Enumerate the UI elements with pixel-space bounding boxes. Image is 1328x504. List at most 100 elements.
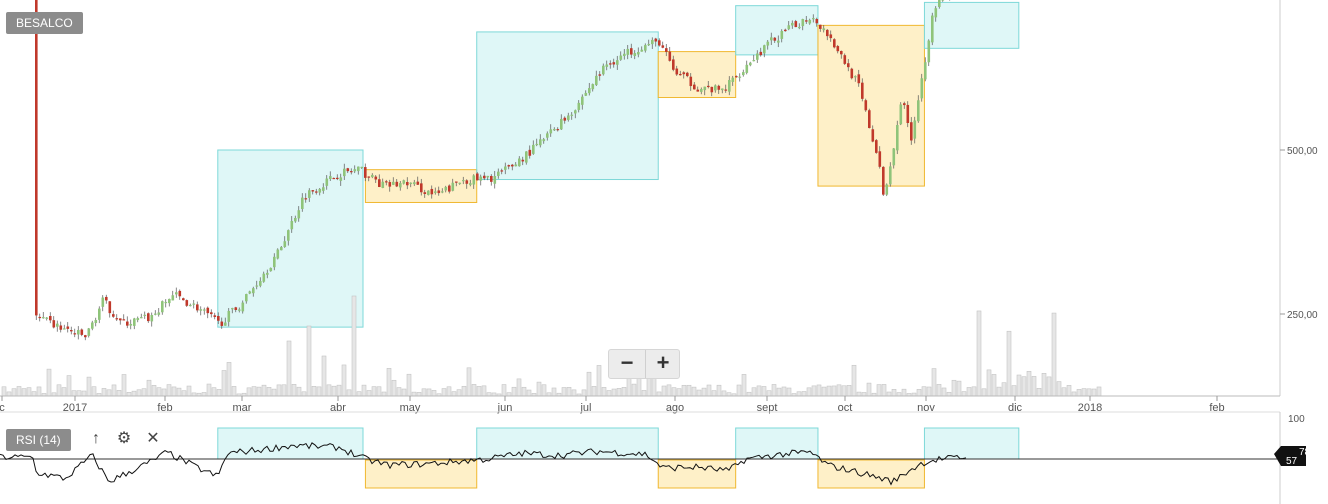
- candle-body: [647, 43, 651, 46]
- candle-body: [514, 164, 518, 167]
- candle-body: [507, 165, 511, 167]
- candle-body: [689, 76, 693, 87]
- candle-body: [486, 175, 490, 178]
- candle-body: [605, 64, 609, 67]
- candle-body: [738, 76, 742, 78]
- candle-body: [714, 85, 717, 91]
- candle-body: [693, 84, 696, 90]
- volume-bar: [776, 387, 782, 397]
- candle-body: [479, 176, 483, 181]
- candle-body: [490, 175, 493, 182]
- candle-body: [885, 184, 889, 195]
- volume-bar: [446, 386, 452, 397]
- candle-body: [290, 220, 294, 230]
- ticker-tag[interactable]: BESALCO: [6, 12, 83, 34]
- candle-body: [94, 320, 98, 324]
- candle-body: [826, 29, 829, 37]
- candle-body: [462, 180, 465, 182]
- volume-bar: [856, 391, 862, 397]
- candle-body: [899, 104, 903, 125]
- volume-bar: [1051, 312, 1057, 397]
- volume-bar: [896, 392, 902, 397]
- rsi-value-label: 57: [1286, 456, 1298, 467]
- candle-body: [196, 304, 199, 311]
- candle-body: [203, 309, 206, 311]
- rsi-indicator-tag[interactable]: RSI (14): [6, 429, 71, 451]
- candle-body: [854, 76, 857, 78]
- candle-body: [115, 318, 119, 320]
- candle-body: [679, 73, 682, 76]
- candle-body: [91, 322, 94, 329]
- candle-body: [416, 181, 420, 185]
- candle-body: [126, 321, 129, 326]
- candle-body: [140, 317, 143, 319]
- candle-body: [707, 85, 710, 88]
- volume-bar: [321, 355, 327, 397]
- volume-bar: [341, 364, 347, 397]
- x-tick-label: sept: [757, 402, 778, 414]
- volume-bar: [176, 387, 182, 397]
- candle-body: [301, 197, 304, 210]
- candle-body: [864, 100, 868, 111]
- volume-bar: [361, 384, 367, 397]
- volume-bar: [146, 379, 152, 397]
- rsi-zone-bear: [817, 459, 925, 489]
- candle-body: [784, 29, 787, 32]
- volume-bar: [836, 384, 842, 397]
- candle-body: [560, 118, 563, 130]
- volume-bar: [501, 384, 507, 397]
- candle-body: [164, 301, 168, 304]
- candle-body: [231, 308, 234, 310]
- volume-bar: [971, 386, 977, 397]
- candle-body: [717, 85, 721, 90]
- zoom-out-button[interactable]: −: [620, 350, 634, 375]
- volume-bar: [111, 384, 117, 397]
- volume-bar: [426, 388, 432, 397]
- candle-body: [224, 322, 227, 326]
- candle-body: [66, 326, 70, 329]
- volume-bar: [281, 384, 287, 397]
- settings-gear-icon[interactable]: ⚙: [116, 430, 132, 447]
- volume-bar: [261, 384, 267, 397]
- volume-bar: [91, 386, 97, 397]
- close-indicator-icon[interactable]: ✕: [146, 430, 160, 447]
- volume-bar: [1, 386, 7, 397]
- candle-body: [192, 303, 196, 305]
- volume-bar: [761, 386, 767, 397]
- candle-body: [934, 8, 938, 18]
- candle-body: [742, 72, 745, 76]
- volume-bar: [571, 389, 577, 397]
- candle-body: [780, 30, 784, 39]
- volume-bar: [706, 384, 712, 397]
- candle-body: [80, 329, 84, 335]
- candle-body: [182, 298, 185, 301]
- price-zone-bull: [735, 5, 819, 56]
- volume-bar: [1016, 374, 1022, 397]
- volume-bar: [116, 390, 122, 397]
- candle-body: [567, 115, 570, 120]
- candle-body: [311, 190, 315, 192]
- volume-bar: [866, 382, 872, 397]
- rsi-tick-label: 100: [1288, 414, 1305, 425]
- candle-body: [598, 74, 602, 76]
- candle-body: [147, 313, 150, 322]
- volume-bar: [641, 390, 647, 397]
- volume-bar: [171, 386, 177, 397]
- candle-body: [87, 328, 91, 336]
- volume-bar: [966, 387, 972, 397]
- candle-body: [535, 143, 539, 146]
- candle-body: [654, 38, 658, 42]
- volume-bar: [481, 385, 487, 397]
- candle-body: [220, 321, 224, 326]
- volume-bar: [6, 391, 12, 397]
- candle-body: [836, 46, 840, 52]
- candle-body: [840, 50, 843, 55]
- volume-bar: [661, 385, 667, 397]
- rsi-zone-bear: [364, 459, 478, 489]
- move-up-icon[interactable]: ↑: [92, 430, 100, 447]
- candle-body: [108, 301, 112, 314]
- zoom-in-button[interactable]: +: [645, 350, 680, 378]
- candle-body: [917, 100, 920, 122]
- volume-bar: [841, 385, 847, 397]
